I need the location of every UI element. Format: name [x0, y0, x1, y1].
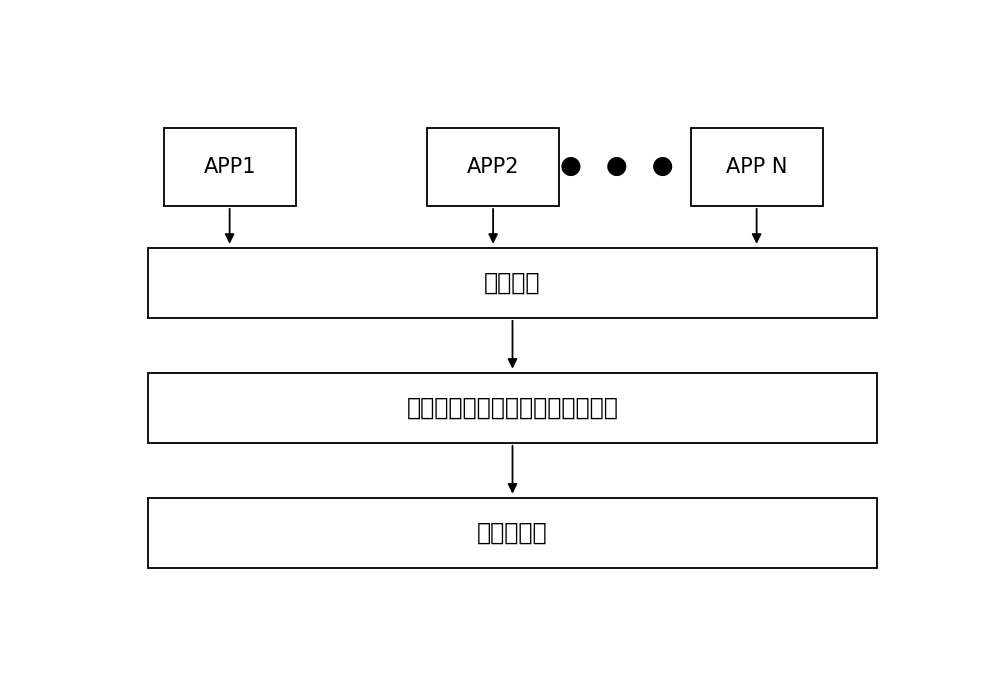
Text: APP2: APP2 — [467, 157, 519, 177]
Bar — [148, 247, 877, 318]
Bar — [427, 128, 559, 206]
Text: ●   ●   ●: ● ● ● — [560, 153, 674, 177]
Text: APP N: APP N — [726, 157, 787, 177]
Text: 所有图层: 所有图层 — [484, 271, 541, 295]
Bar — [148, 498, 877, 568]
Text: APP1: APP1 — [203, 157, 256, 177]
Bar — [164, 128, 296, 206]
Bar — [148, 372, 877, 443]
Bar — [691, 128, 822, 206]
Text: 显示屏显示: 显示屏显示 — [477, 521, 548, 545]
Text: 可见图层列表，合成到一个缓存区: 可见图层列表，合成到一个缓存区 — [407, 395, 618, 420]
